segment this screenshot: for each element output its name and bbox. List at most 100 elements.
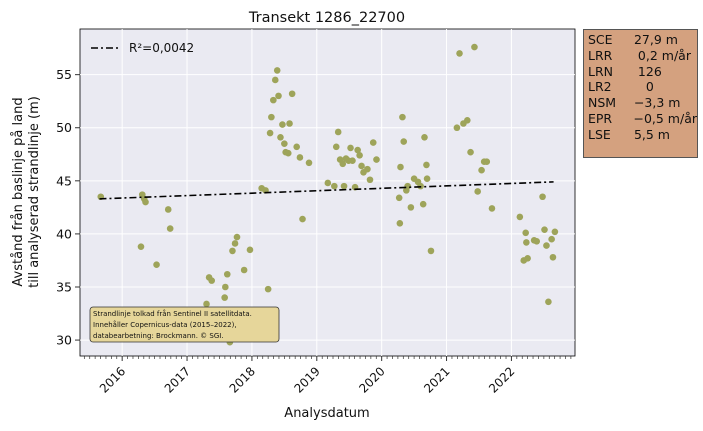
data-point: [231, 240, 239, 247]
stat-label: LRR: [588, 47, 613, 63]
data-point: [203, 300, 210, 308]
x-tick-label: 2022: [486, 364, 517, 395]
data-point: [271, 76, 279, 84]
data-point: [339, 160, 347, 168]
data-point: [229, 247, 236, 255]
data-point: [478, 166, 485, 174]
data-point: [279, 121, 286, 128]
data-point: [488, 205, 496, 212]
stat-label: LR2: [588, 79, 612, 95]
data-point: [549, 253, 557, 261]
data-point: [153, 261, 160, 268]
stat-value: 0: [626, 79, 654, 95]
data-point: [467, 148, 474, 156]
stat-value: 126: [626, 63, 662, 79]
data-point: [474, 188, 481, 195]
data-point: [427, 247, 435, 255]
stat-row: LRN 126: [588, 64, 697, 80]
x-tick-label: 2018: [227, 364, 258, 395]
data-point: [419, 200, 427, 208]
data-point: [539, 193, 546, 201]
stat-label: SCE: [588, 32, 613, 47]
stat-label: EPR: [588, 110, 613, 126]
data-point: [456, 50, 463, 57]
trend-line-group: [99, 181, 554, 200]
y-tick-label: 40: [56, 226, 72, 241]
data-point: [223, 270, 231, 278]
data-point: [364, 165, 371, 173]
data-point: [347, 144, 354, 152]
attribution-line-1: Strandlinje tolkad från Sentinel II sate…: [93, 309, 252, 318]
data-point: [545, 298, 552, 306]
plot-area: [79, 28, 576, 357]
data-point: [142, 198, 149, 206]
chart-title: Transekt 1286_22700: [248, 10, 405, 26]
data-point: [246, 246, 254, 254]
data-point: [358, 162, 365, 170]
data-point: [551, 228, 559, 236]
attribution-line-3: databearbetning: Brockmann. © SGI.: [93, 332, 224, 340]
data-point: [233, 233, 241, 241]
data-point: [400, 138, 408, 145]
y-tick-label: 50: [56, 120, 72, 135]
data-point: [471, 43, 478, 51]
data-point: [543, 242, 550, 249]
data-point: [548, 235, 555, 243]
x-tick-label: 2021: [421, 364, 452, 395]
stat-row: NSM −3,3 m: [588, 95, 697, 111]
y-tick-label: 45: [56, 173, 72, 188]
data-point: [293, 143, 300, 151]
data-point: [334, 128, 342, 136]
data-point: [395, 194, 403, 202]
data-point: [397, 163, 404, 171]
data-point: [354, 146, 361, 154]
x-tick-label: 2017: [162, 364, 193, 395]
y-axis-label-line-1: Avstånd från baslinje på land: [11, 97, 26, 286]
legend: R²=0,0042: [91, 41, 194, 55]
data-point: [516, 213, 524, 221]
data-point: [369, 139, 377, 146]
stat-value: −0,5 m/år: [625, 110, 697, 126]
data-point: [277, 133, 284, 141]
stat-row: LRR 0,2 m/år: [588, 48, 697, 64]
x-tick-label: 2020: [356, 364, 387, 395]
attribution-note-box: [89, 306, 280, 343]
y-axis-label-line-2: till analyserad strandlinje (m): [27, 96, 42, 288]
stat-label: LSE: [588, 126, 611, 142]
data-point: [356, 152, 363, 159]
data-point: [483, 158, 491, 166]
data-point: [299, 215, 306, 223]
data-point: [266, 129, 274, 137]
data-point: [541, 226, 548, 233]
data-point: [296, 154, 304, 161]
data-point: [268, 113, 275, 121]
data-point: [286, 120, 293, 127]
x-tick-label: 2019: [291, 364, 322, 395]
attribution-line-2: Innehåller Copernicus-data (2015–2022),: [93, 320, 237, 329]
legend-label: R²=0,0042: [129, 41, 194, 55]
statistics-box: SCE 27,9 m LRR 0,2 m/år LRN 126 LR2 0 NS…: [583, 29, 698, 158]
data-point: [166, 225, 174, 232]
data-point: [533, 238, 541, 245]
stat-value: −3,3 m: [626, 95, 681, 111]
data-point: [340, 182, 348, 190]
stat-row: SCE 27,9 m: [588, 32, 697, 48]
data-point: [273, 67, 281, 74]
data-point: [281, 140, 288, 147]
data-point: [332, 143, 340, 151]
x-tick-label: 2016: [97, 364, 128, 395]
data-point: [407, 204, 415, 211]
attribution-note: Strandlinje tolkad från Sentinel II sate…: [89, 306, 280, 343]
stat-value: 5,5 m: [626, 126, 670, 142]
data-point: [524, 255, 531, 262]
stat-value: 0,2 m/år: [626, 47, 691, 63]
data-point: [324, 179, 332, 187]
data-point: [421, 133, 428, 141]
stat-label: LRN: [588, 63, 613, 79]
data-point: [423, 161, 430, 169]
y-tick-label: 55: [56, 67, 72, 82]
data-point: [404, 182, 411, 190]
data-point: [399, 113, 406, 121]
data-point: [373, 156, 380, 163]
